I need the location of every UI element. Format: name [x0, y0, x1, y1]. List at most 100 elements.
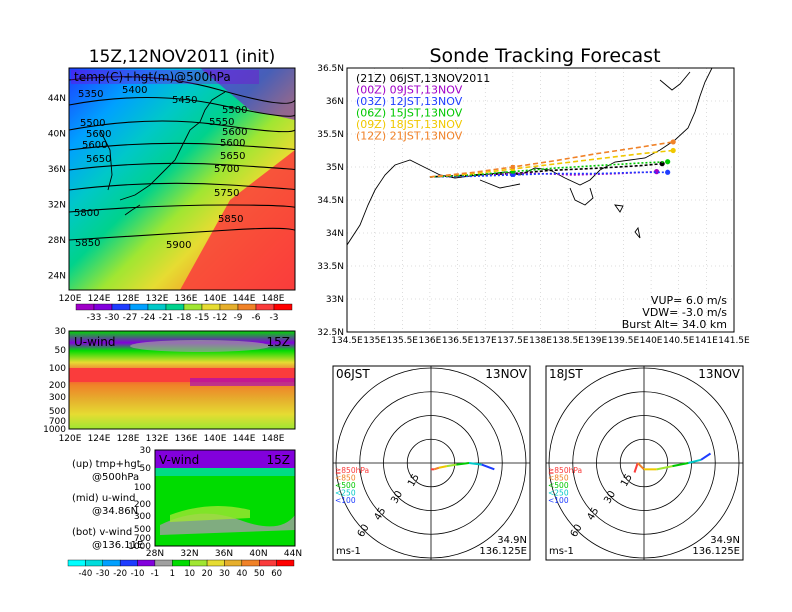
track-legend-entry: (06Z) 15JST,13NOV — [356, 107, 463, 120]
polar-time: 18JST — [549, 367, 583, 381]
map-x-tick: 139.5E — [608, 336, 640, 346]
param-vup: VUP= 6.0 m/s — [651, 294, 727, 307]
wind-colorbar-swatch — [137, 559, 156, 567]
map-frame — [346, 67, 735, 333]
temp-colorbar-label: -27 — [123, 313, 138, 323]
v-x-ticks: 28N 32N 36N 40N 44N — [146, 549, 302, 559]
map-y-tick: 33.5N — [317, 262, 344, 272]
wind-colorbar-swatch — [206, 559, 225, 567]
v-x-tick: 36N — [215, 549, 233, 559]
v-y-tick: 200 — [134, 500, 151, 510]
legend-up-2: @500hPa — [92, 472, 139, 483]
temp-y-tick: 44N — [48, 94, 66, 104]
v-y-tick: 30 — [140, 446, 152, 456]
v-y-tick: 50 — [140, 464, 152, 474]
track-legend-entry: (00Z) 09JST,13NOV — [356, 84, 463, 97]
hodograph-segment — [433, 466, 440, 471]
v-y-tick: 300 — [134, 512, 151, 522]
temp-colorbar-label: -33 — [87, 313, 102, 323]
temp-colorbar-swatch — [219, 303, 239, 311]
map-x-tick: 135E — [363, 336, 386, 346]
temp-x-tick: 132E — [146, 294, 169, 304]
u-x-tick: 144E — [233, 434, 256, 444]
temp-y-tick: 40N — [48, 130, 66, 140]
polar-ring-label: 60 — [569, 523, 585, 540]
map-x-tick: 136.5E — [442, 336, 474, 346]
hodograph-segment — [438, 465, 448, 469]
sonde-tracks — [429, 139, 676, 178]
hodograph-segment — [481, 463, 495, 471]
contour-label: 5350 — [78, 89, 103, 100]
u-x-tick: 120E — [59, 434, 82, 444]
map-y-tick: 36.5N — [317, 64, 344, 74]
v-y-tick: 100 — [134, 483, 151, 493]
temp-colorbar-swatch — [165, 303, 185, 311]
polar-level-legend: <500 — [548, 481, 569, 490]
wind-colorbar-label: 20 — [202, 569, 213, 579]
map-x-ticks: 134.5E 135E 135.5E 136E 136.5E 137E 137.5E 138E… — [331, 336, 750, 346]
temp-x-ticks: 120E 124E 128E 132E 136E 140E 144E 148E — [59, 294, 285, 304]
polar-level-legend: <250 — [335, 489, 356, 498]
wind-colorbar-swatch — [259, 559, 277, 567]
temp-panel-label: temp(C)+hgt(m)@500hPa — [74, 70, 231, 84]
track-endpoint — [665, 169, 671, 175]
track-marker — [510, 169, 515, 174]
polar-rings — [335, 367, 527, 559]
temp-colorbar-swatch — [183, 303, 203, 311]
wind-colorbar-label: -1 — [151, 569, 159, 579]
u-y-tick: 1000 — [43, 425, 66, 435]
wind-colorbar-swatch — [102, 559, 121, 567]
u-y-tick: 700 — [49, 417, 66, 427]
u-y-tick: 100 — [49, 364, 66, 374]
temp-frame — [68, 67, 296, 291]
wind-colorbar-swatch — [67, 559, 86, 567]
wind-colorbar-swatch — [241, 559, 260, 567]
polar-lat: 34.9N — [497, 535, 527, 546]
wind-colorbar-label: 30 — [219, 569, 230, 579]
polar-ring-label: 45 — [373, 506, 389, 523]
param-burst: Burst Alt= 34.0 km — [622, 318, 727, 331]
u-x-tick: 148E — [262, 434, 285, 444]
contour-label: 5900 — [166, 240, 191, 251]
contour-label: 5550 — [209, 117, 234, 128]
wind-colorbar-label: 40 — [236, 569, 247, 579]
polar-ring — [548, 367, 740, 559]
contour-label: 5750 — [214, 188, 239, 199]
polar-ring — [406, 438, 456, 488]
contour-label: 5500 — [222, 105, 247, 116]
track-legend-entry: (09Z) 18JST,13NOV — [356, 118, 463, 131]
wind-colorbar-swatch — [85, 559, 103, 567]
map-y-tick: 35.5N — [317, 130, 344, 140]
polar-level-legend: <100 — [548, 496, 569, 505]
v-x-tick: 28N — [146, 549, 164, 559]
v-wind-field — [155, 450, 295, 546]
polar-level-legend: ≧850hPa — [335, 466, 369, 475]
panel-legend: (up) tmp+hgt @500hPa (mid) u-wind @34.86… — [72, 459, 143, 551]
map-x-tick: 141.5E — [718, 336, 750, 346]
map-y-tick: 35N — [326, 163, 344, 173]
polar-date: 13NOV — [698, 367, 740, 381]
map-x-tick: 134.5E — [331, 336, 363, 346]
polar-level-legend: <850 — [335, 474, 356, 483]
u-x-tick: 132E — [146, 434, 169, 444]
track-marker — [510, 165, 515, 169]
track-line — [429, 171, 668, 178]
contour-label: 5500 — [80, 118, 105, 129]
polar-lon: 136.125E — [479, 546, 527, 557]
contour-label: 5600 — [220, 138, 245, 149]
polar-level-legend: <850 — [548, 474, 569, 483]
hodograph-segment — [688, 458, 702, 464]
temp-field — [69, 68, 295, 290]
param-vdw: VDW= -3.0 m/s — [642, 306, 727, 319]
contour-label: 5800 — [74, 208, 99, 219]
contour-label: 5600 — [86, 129, 111, 140]
wind-colorbar-label: -20 — [113, 569, 127, 579]
wind-colorbar-label: 10 — [184, 569, 195, 579]
temp-colorbar-label: -18 — [177, 313, 192, 323]
polar-lon: 136.125E — [692, 546, 740, 557]
temp-colorbar-label: -12 — [213, 313, 228, 323]
u-wind-label: U-wind — [74, 335, 115, 349]
temp-colorbar-swatch — [93, 303, 113, 311]
